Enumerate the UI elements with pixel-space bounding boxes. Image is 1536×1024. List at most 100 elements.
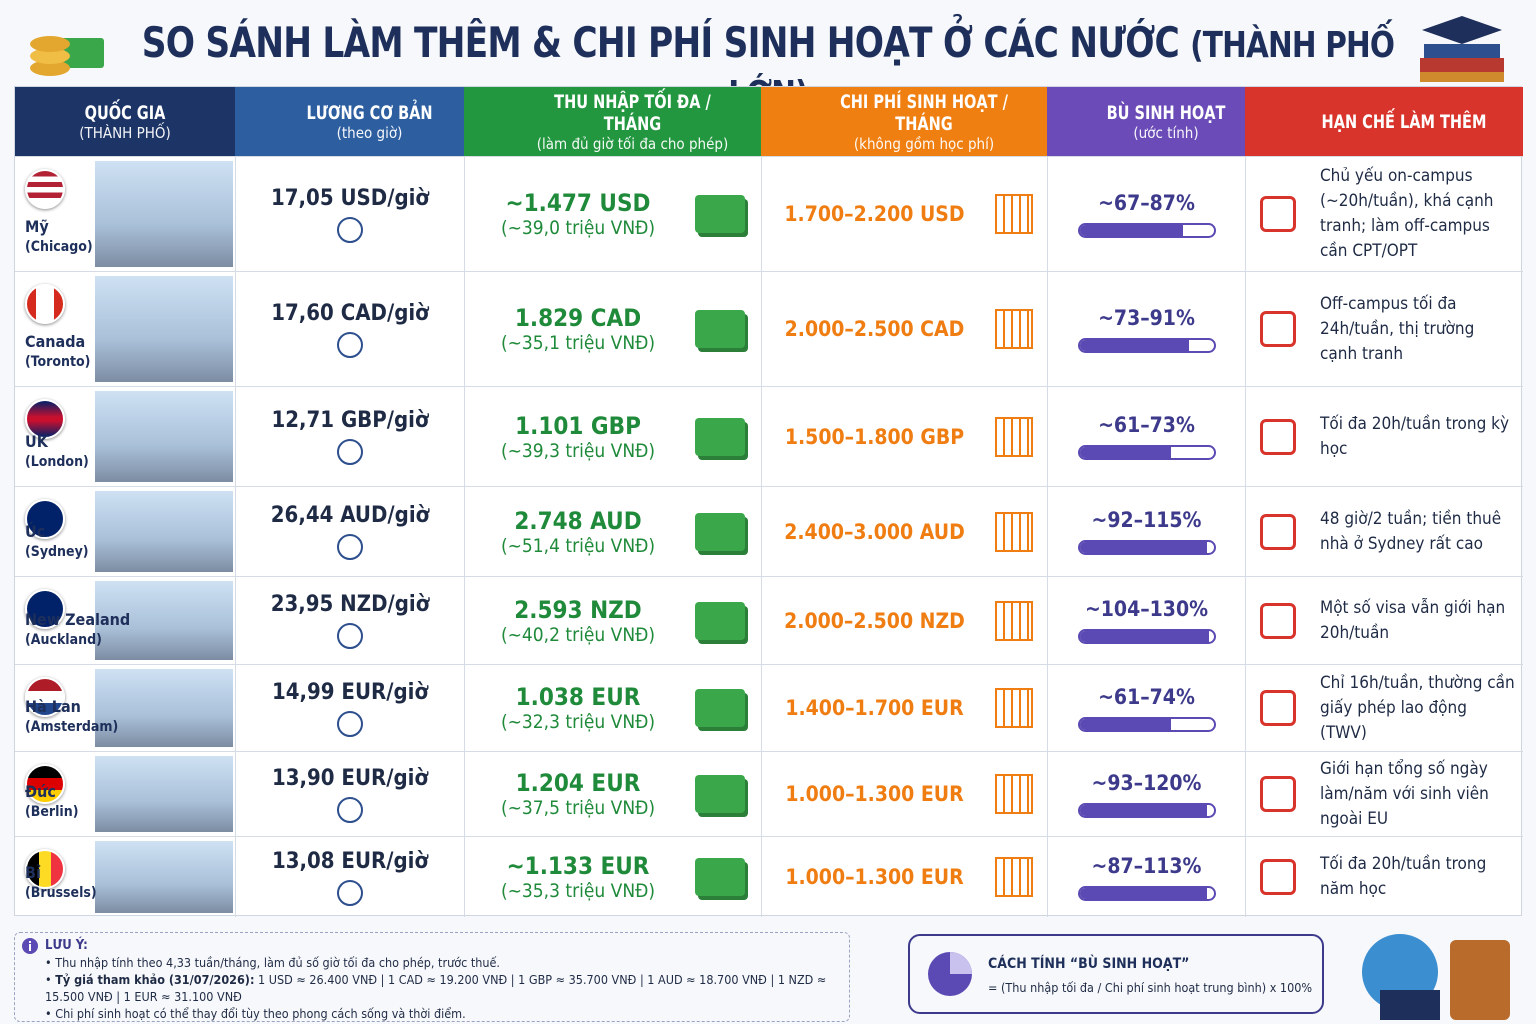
money-icon: [695, 858, 745, 896]
city-photo: [95, 581, 233, 660]
money-icon: [695, 775, 745, 813]
cell: ~104–130%: [1047, 577, 1245, 664]
currency-icon: [337, 710, 363, 737]
coverage: ~61–73%: [1098, 413, 1195, 437]
hourly-wage: 23,95 NZD/giờ: [270, 592, 430, 617]
info-icon: [22, 938, 38, 954]
flag: [25, 169, 65, 209]
max-income-vnd: (~39,3 triệu VNĐ): [500, 439, 656, 462]
coverage: ~104–130%: [1084, 597, 1209, 621]
column-subtitle: (THÀNH PHỐ): [79, 123, 171, 142]
cell: 2.000–2.500 NZD: [761, 577, 1047, 664]
hourly-wage: 17,05 USD/giờ: [270, 185, 430, 211]
currency-icon: [337, 796, 363, 823]
country-name: UK (London): [25, 432, 89, 472]
city: (Amsterdam): [25, 719, 119, 735]
work-limit: Một số visa vẫn giới hạn 20h/tuần: [1320, 597, 1506, 643]
country-name: Úc (Sydney): [25, 522, 89, 562]
coverage-bar: [1077, 885, 1216, 901]
living-cost: 1.700–2.200 USD: [784, 202, 965, 226]
coverage: ~92–115%: [1091, 508, 1202, 532]
limit-icon: [1260, 418, 1296, 455]
cell: 48 giờ/2 tuần; tiền thuê nhà ở Sydney rấ…: [1245, 487, 1523, 576]
city-photo: [95, 276, 233, 382]
city-photo: [95, 391, 233, 482]
note-item: • Chi phí sinh hoạt có thể thay đổi tùy …: [45, 1006, 466, 1021]
work-limit: Giới hạn tổng số ngày làm/năm với sinh v…: [1320, 758, 1489, 829]
city: (Berlin): [25, 804, 79, 820]
column-header: THU NHẬP TỐI ĐA / THÁNG (làm đủ giờ tối đ…: [464, 87, 761, 156]
coverage: ~61–74%: [1098, 684, 1195, 709]
work-limit: Chỉ 16h/tuần, thường cần giấy phép lao đ…: [1320, 672, 1515, 743]
limit-icon: [1260, 196, 1296, 232]
max-income: ~1.477 USD: [505, 189, 651, 217]
country-name: Đức (Berlin): [25, 782, 78, 822]
limit-icon: [1260, 776, 1296, 812]
flag: [25, 499, 65, 539]
cell: Đức (Berlin): [15, 752, 235, 836]
country-name: Bỉ (Brussels): [25, 863, 97, 903]
column-title: HẠN CHẾ LÀM THÊM: [1321, 110, 1487, 133]
cell: Úc (Sydney): [15, 487, 235, 576]
work-limit: Off-campus tối đa 24h/tuần, thị trường c…: [1320, 293, 1475, 364]
city-photo: [95, 756, 233, 832]
cell: Chủ yếu on-campus (~20h/tuần), khá cạnh …: [1245, 157, 1523, 271]
living-cost: 2.000–2.500 CAD: [784, 317, 965, 341]
cell: 1.204 EUR (~37,5 triệu VNĐ): [464, 752, 761, 836]
currency-icon: [337, 879, 363, 906]
flag: [25, 399, 65, 439]
max-income: ~1.133 EUR: [506, 852, 650, 880]
building-icon: [995, 774, 1033, 814]
country: Bỉ: [25, 863, 41, 882]
coins-icon: [30, 36, 104, 76]
coverage: ~67–87%: [1098, 190, 1195, 215]
country: New Zealand: [25, 610, 131, 629]
cell: 23,95 NZD/giờ: [235, 577, 464, 664]
currency-icon: [337, 216, 363, 243]
city: (Sydney): [25, 544, 89, 560]
living-cost: 1.000–1.300 EUR: [785, 782, 964, 806]
max-income-vnd: (~35,1 triệu VNĐ): [500, 332, 656, 354]
column-subtitle: (ước tính): [1133, 123, 1199, 142]
city: (Auckland): [25, 632, 102, 648]
max-income: 1.204 EUR: [515, 769, 641, 797]
money-icon: [695, 417, 745, 456]
pie-icon: [928, 952, 972, 996]
cell: 1.500–1.800 GBP: [761, 387, 1047, 486]
country-name: Canada (Toronto): [25, 332, 90, 372]
max-income-vnd: (~35,3 triệu VNĐ): [500, 880, 656, 902]
coverage-bar-fill: [1079, 339, 1190, 351]
money-icon: [695, 601, 745, 640]
work-limit: Tối đa 20h/tuần trong kỳ học: [1320, 413, 1510, 459]
country-name: Hà Lan (Amsterdam): [25, 697, 118, 737]
cell: 1.700–2.200 USD: [761, 157, 1047, 271]
limit-icon: [1260, 859, 1296, 895]
building-icon: [995, 194, 1033, 234]
hourly-wage: 14,99 EUR/giờ: [271, 679, 429, 705]
cell: ~92–115%: [1047, 487, 1245, 576]
currency-icon: [337, 331, 363, 358]
note-text: 1 USD ≈ 26.400 VNĐ | 1 CAD ≈ 19.200 VNĐ …: [45, 972, 827, 1004]
coverage-bar-fill: [1079, 887, 1207, 899]
cell: ~93–120%: [1047, 752, 1245, 836]
column-title: QUỐC GIA: [84, 101, 166, 124]
column-title: THU NHẬP TỐI ĐA / THÁNG: [554, 90, 711, 135]
cell: ~61–73%: [1047, 387, 1245, 486]
cell: 1.400–1.700 EUR: [761, 665, 1047, 751]
work-limit: 48 giờ/2 tuần; tiền thuê nhà ở Sydney rấ…: [1320, 508, 1502, 554]
coverage-bar: [1077, 222, 1216, 238]
country: Hà Lan: [25, 697, 81, 716]
limit-icon: [1260, 602, 1296, 639]
formula-box: CÁCH TÍNH “BÙ SINH HOẠT” = (Thu nhập tối…: [908, 934, 1324, 1014]
formula-text: = (Thu nhập tối đa / Chi phí sinh hoạt t…: [988, 980, 1313, 995]
table-row: Bỉ (Brussels) 13,08 EUR/giờ ~1.133 EUR (~35,…: [15, 836, 1523, 917]
cell: Tối đa 20h/tuần trong năm học: [1245, 837, 1523, 917]
money-icon: [695, 195, 745, 233]
table-row: Hà Lan (Amsterdam) 14,99 EUR/giờ 1.038 EUR(…: [15, 664, 1523, 751]
coverage-bar: [1077, 629, 1216, 644]
column-title: LƯƠNG CƠ BẢN: [306, 101, 433, 124]
city-photo: [95, 491, 233, 572]
coverage: ~87–113%: [1091, 853, 1202, 878]
country: Mỹ: [25, 217, 49, 236]
